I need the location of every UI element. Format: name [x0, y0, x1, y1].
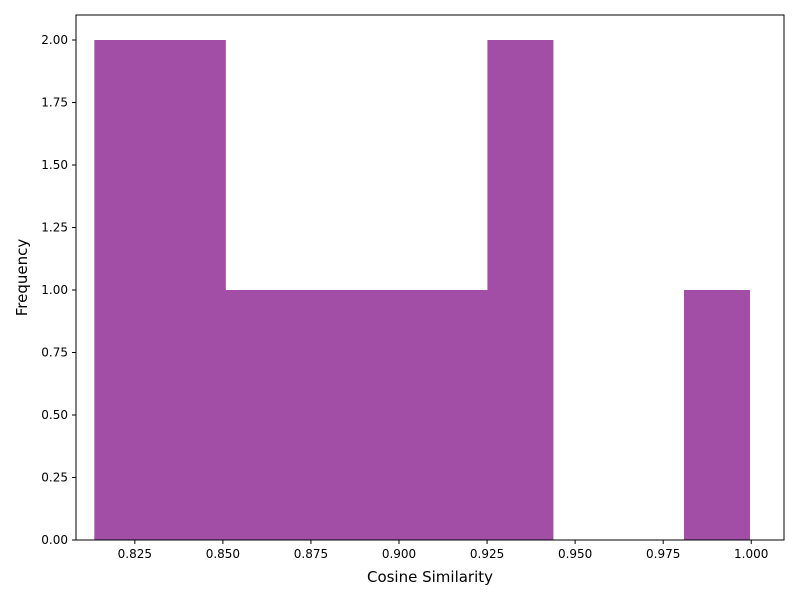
x-tick-label: 0.900 — [382, 547, 416, 561]
y-tick-label: 1.75 — [41, 96, 68, 110]
histogram-bar-4 — [290, 290, 357, 540]
y-axis: 0.00 0.25 0.50 0.75 1.00 1.25 1.50 1.75 2.00 — [41, 33, 76, 547]
y-tick-label: 2.00 — [41, 33, 68, 47]
y-tick-label: 0.75 — [41, 346, 68, 360]
x-tick-label: 0.825 — [118, 547, 152, 561]
plot-frame — [75, 14, 785, 541]
x-tick-label: 1.000 — [734, 547, 768, 561]
y-tick-label: 0.25 — [41, 471, 68, 485]
histogram-bar-5 — [356, 290, 423, 540]
histogram-bars — [94, 40, 750, 540]
x-axis-label: Cosine Similarity — [367, 568, 493, 586]
y-tick-label: 0.50 — [41, 408, 68, 422]
y-tick-label: 1.25 — [41, 221, 68, 235]
y-tick-label: 1.50 — [41, 158, 68, 172]
histogram-bar-10 — [683, 290, 750, 540]
x-axis: 0.825 0.850 0.875 0.900 0.925 0.950 0.975 1.000 — [118, 540, 768, 561]
x-tick-label: 0.950 — [558, 547, 592, 561]
y-axis-label: Frequency — [13, 239, 31, 317]
histogram-bar-6 — [421, 290, 488, 540]
histogram-bar-2 — [159, 40, 226, 540]
x-tick-label: 0.875 — [294, 547, 328, 561]
histogram-bar-1 — [94, 40, 161, 540]
histogram-bar-3 — [225, 290, 292, 540]
y-tick-label: 0.00 — [41, 533, 68, 547]
x-tick-label: 0.925 — [470, 547, 504, 561]
x-tick-label: 0.975 — [646, 547, 680, 561]
histogram-bar-7 — [487, 40, 554, 540]
x-tick-label: 0.850 — [206, 547, 240, 561]
y-tick-label: 1.00 — [41, 283, 68, 297]
